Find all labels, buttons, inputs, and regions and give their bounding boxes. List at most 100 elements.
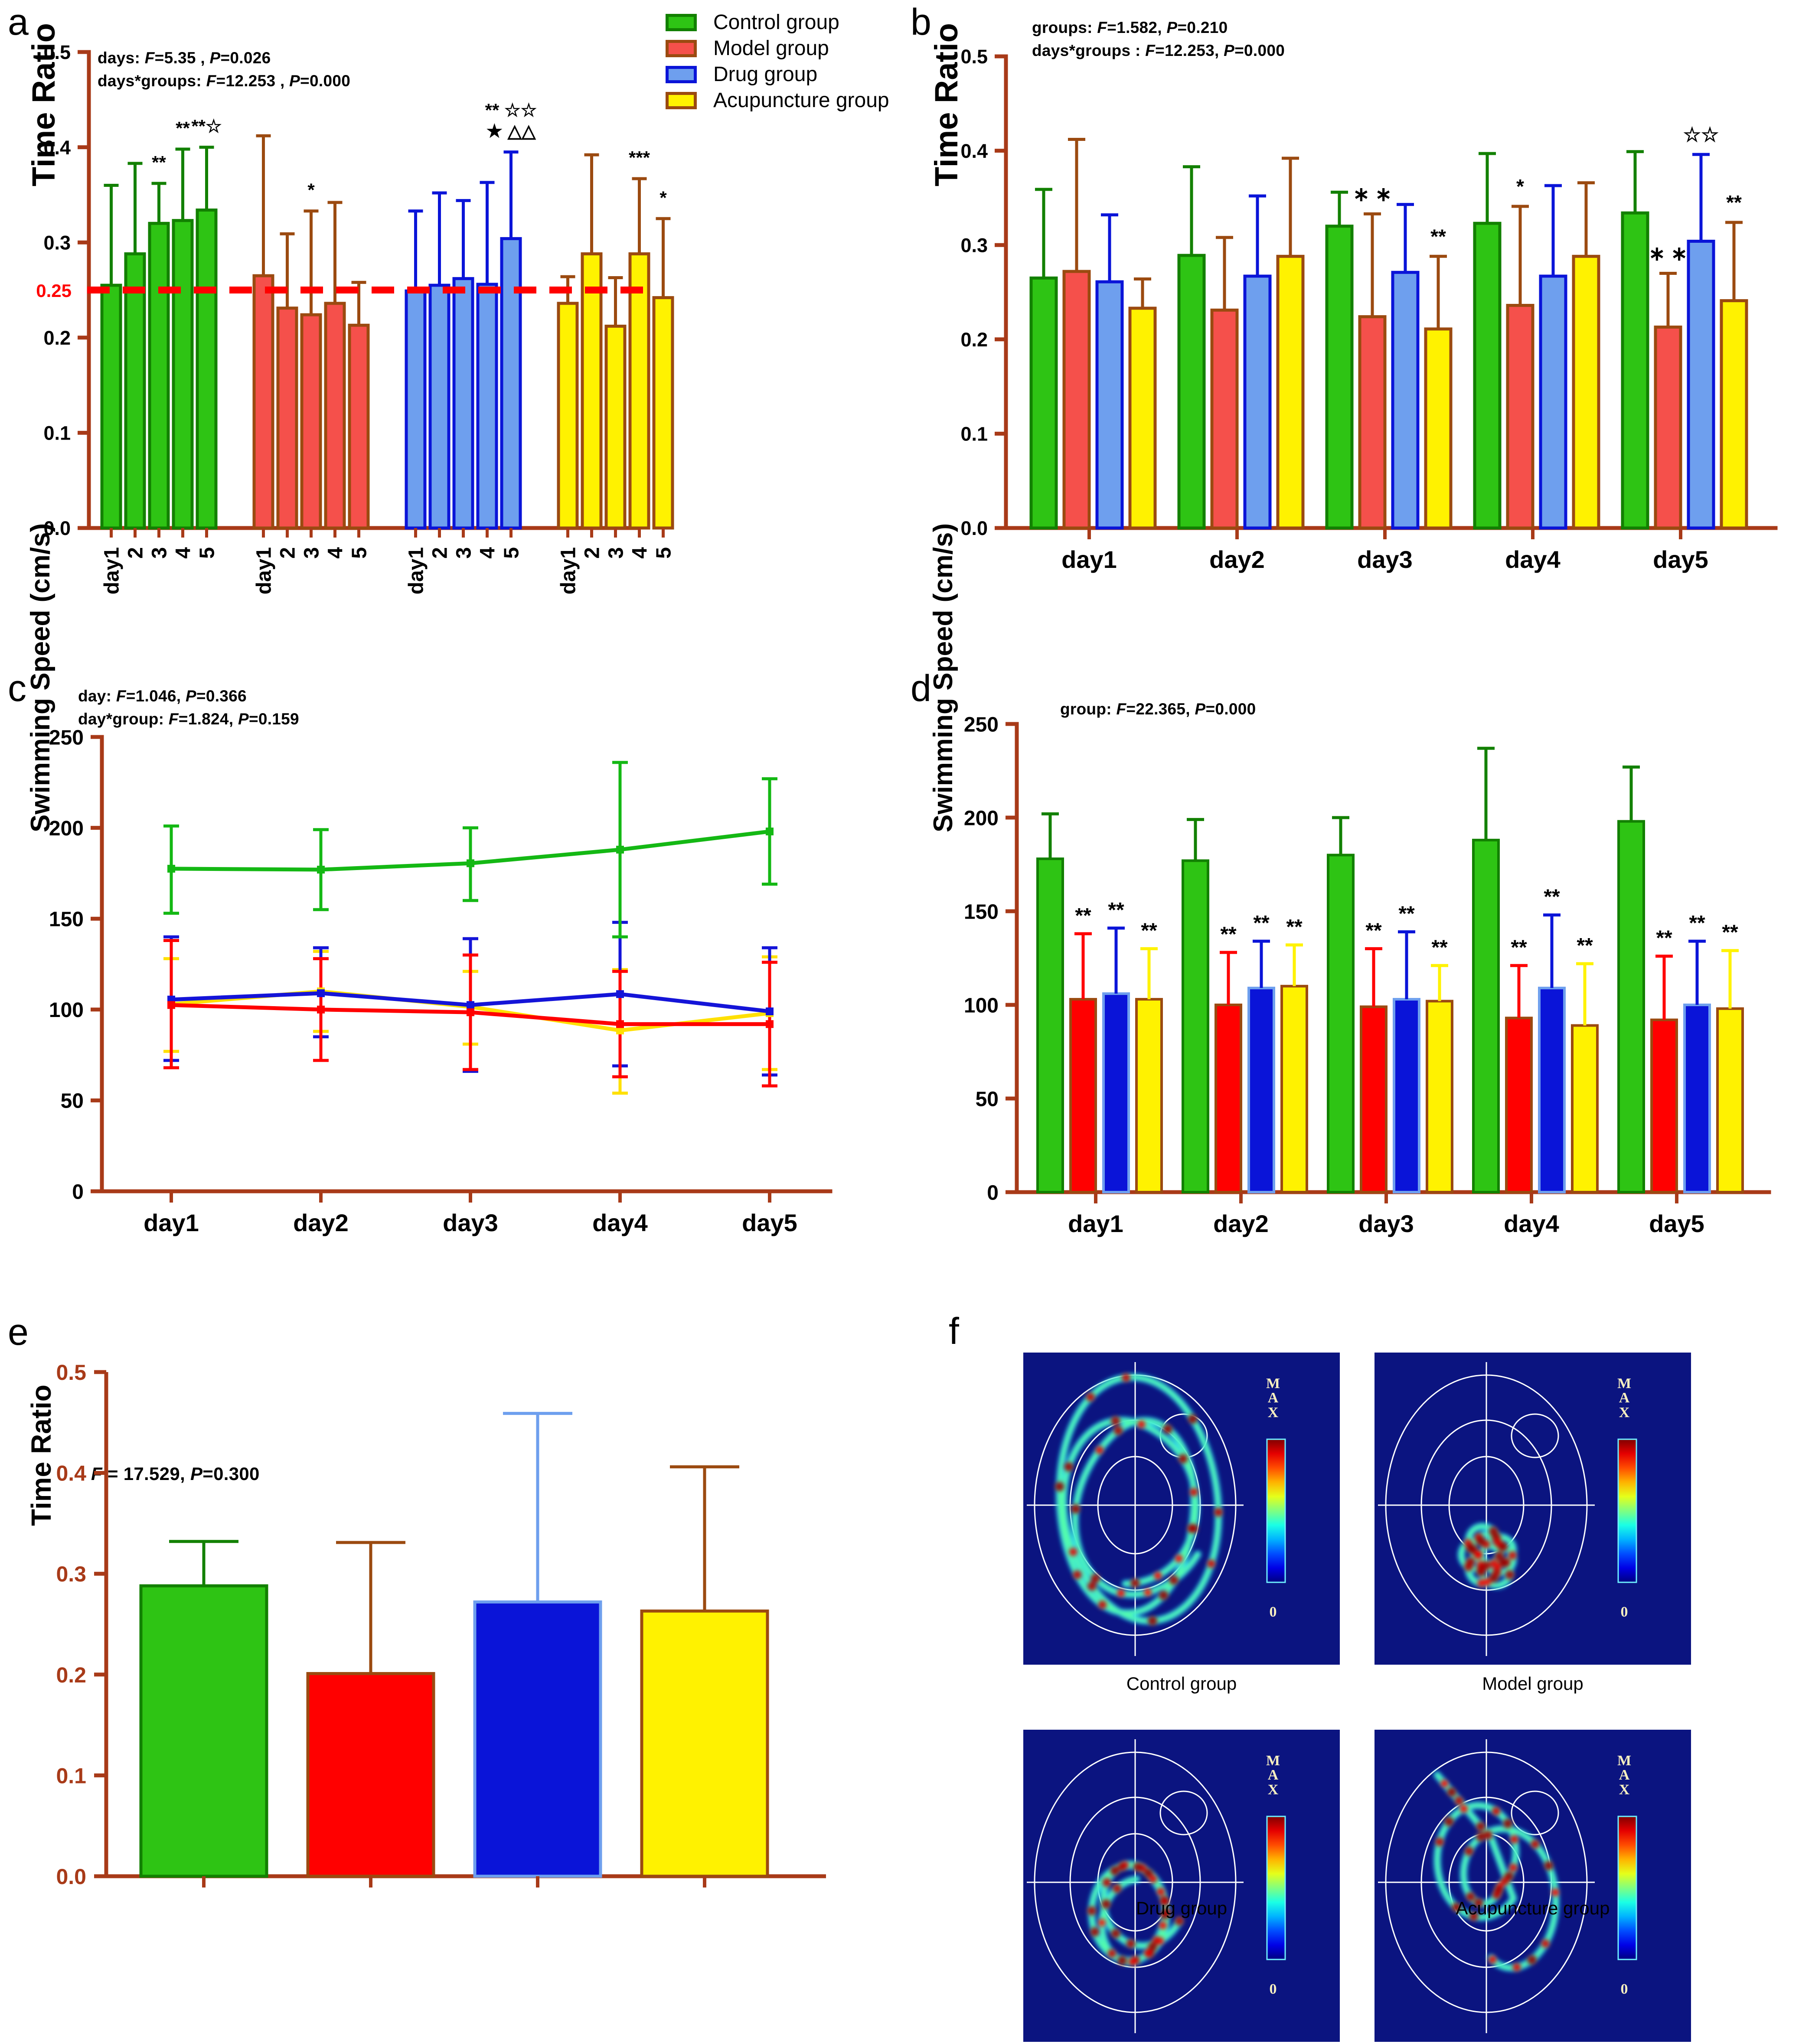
heatmap-caption-model: Model group <box>1482 1673 1583 1694</box>
panel-a-stats-line2: days*groups: F=12.253 , P=0.000 <box>98 72 351 90</box>
y-tick-label: 0.5 <box>56 1360 86 1385</box>
bar <box>1095 280 1124 530</box>
panel-e-stats: F = 17.529, P=0.300 <box>91 1461 260 1487</box>
bar <box>139 1584 268 1878</box>
bar <box>1243 274 1272 530</box>
bar <box>196 209 218 530</box>
y-tick-label: 0.1 <box>960 423 988 445</box>
y-tick-label: 0.2 <box>56 1663 86 1687</box>
y-tick-label: 0.4 <box>56 1461 86 1486</box>
y-tick-label: 0.2 <box>960 329 988 351</box>
x-tick-label: 3 <box>605 547 628 559</box>
x-tick-label: 2 <box>581 547 604 559</box>
data-point <box>766 1020 774 1028</box>
bar <box>1538 987 1566 1193</box>
y-tick-label: 0 <box>987 1181 999 1204</box>
pool-guides <box>1378 1362 1595 1656</box>
x-tick-label: day3 <box>1357 546 1413 573</box>
panel-d-stats: group: F=22.365, P=0.000 <box>1060 698 1256 721</box>
x-tick-label: 4 <box>324 547 347 559</box>
significance-marker: ** <box>1726 191 1742 214</box>
panel-c: c day: F=1.046, P=0.366 day*group: F=1.8… <box>0 523 906 1292</box>
significance-marker: ** <box>1689 912 1705 935</box>
bar <box>1210 308 1239 530</box>
heatmap-drug-canvas <box>1023 1730 1340 2042</box>
heatmap-caption-acupuncture: Acupuncture group <box>1456 1898 1610 1918</box>
colorbar <box>1617 1438 1637 1583</box>
data-point <box>766 1007 774 1015</box>
bar <box>1683 1004 1711 1193</box>
y-tick-label: 50 <box>61 1090 84 1113</box>
bar <box>252 274 274 530</box>
bar <box>1069 998 1097 1193</box>
significance-marker: ★ △△ <box>486 121 537 141</box>
bar <box>1360 1005 1388 1193</box>
bar <box>300 313 322 530</box>
y-tick-label: 100 <box>964 994 999 1017</box>
data-point <box>167 1001 175 1009</box>
x-tick-label: day2 <box>293 1209 349 1236</box>
panel-a-stats: days: F=5.35 , P=0.026 days*groups: F=12… <box>98 47 350 92</box>
panel-d-stats-line1: group: F=22.365, P=0.000 <box>1060 700 1256 718</box>
heatmap-control-canvas <box>1023 1353 1340 1665</box>
y-tick-label: 0.1 <box>43 422 71 444</box>
significance-marker: ** <box>1722 921 1738 944</box>
bar <box>1062 270 1091 530</box>
bar <box>124 252 146 530</box>
colorbar <box>1617 1816 1637 1960</box>
data-point <box>467 859 474 867</box>
y-tick-label: 0 <box>72 1180 84 1203</box>
significance-marker: * <box>1516 175 1524 198</box>
heatmap-drug-min-label: 0 <box>1269 1981 1277 1997</box>
x-tick-label: day2 <box>1209 546 1265 573</box>
bar <box>148 222 170 530</box>
bar <box>581 252 603 530</box>
y-tick-label: 0.3 <box>56 1562 86 1586</box>
y-tick-label: 250 <box>964 713 999 736</box>
x-tick-label: day2 <box>1213 1210 1269 1237</box>
data-point <box>317 866 325 874</box>
panel-c-label: c <box>8 668 26 709</box>
panel-b-label: b <box>911 1 931 43</box>
y-tick-label: 150 <box>964 900 999 923</box>
bar <box>652 296 674 530</box>
significance-marker: ∗ ∗ <box>1353 183 1392 205</box>
x-tick-label: 5 <box>196 547 219 559</box>
bar <box>1716 1007 1744 1193</box>
bar <box>1621 211 1649 530</box>
heatmap-caption-control: Control group <box>1126 1673 1237 1694</box>
y-tick-label: 200 <box>49 817 84 840</box>
significance-marker: ** ☆☆ <box>485 100 537 121</box>
bar <box>1280 985 1308 1193</box>
heatmap-caption-drug: Drug group <box>1136 1898 1228 1918</box>
bar <box>1539 274 1567 530</box>
bar <box>1650 1018 1678 1193</box>
bar <box>1654 326 1682 530</box>
panel-b-stats-line1: groups: F=1.582, P=0.210 <box>1032 19 1228 36</box>
legend-label-drug: Drug group <box>713 63 818 86</box>
y-tick-label: 0.0 <box>960 517 988 539</box>
x-tick-label: day1 <box>101 547 124 594</box>
significance-marker: ** <box>1141 919 1157 942</box>
legend-label-model: Model group <box>713 37 829 60</box>
significance-marker: ** <box>1431 936 1448 959</box>
significance-marker: ** <box>176 118 190 138</box>
bar <box>1182 859 1209 1193</box>
y-tick-label: 50 <box>976 1088 999 1111</box>
data-point <box>616 845 624 854</box>
x-tick-label: day4 <box>592 1209 648 1236</box>
x-tick-label: day5 <box>1649 1210 1704 1237</box>
bar <box>1424 327 1453 530</box>
panel-b: b groups: F=1.582, P=0.210 days*groups :… <box>906 0 1812 629</box>
y-tick-label: 0.4 <box>43 137 71 159</box>
y-tick-label: 200 <box>964 807 999 830</box>
y-tick-label: 0.3 <box>43 231 71 254</box>
panel-d-plot: 250 200 150 100 50 0 ** ** ** day1 ** ** ** day2 ** ** *… <box>964 713 1771 1237</box>
significance-marker: ** <box>1656 927 1672 950</box>
significance-marker: ** <box>1398 903 1415 926</box>
swim-track <box>1055 1373 1222 1625</box>
